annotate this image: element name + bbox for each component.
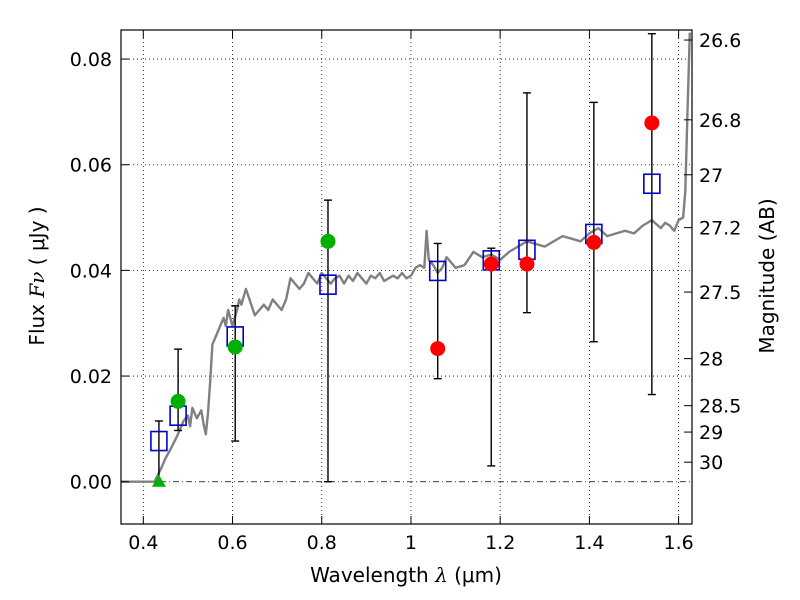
x-tick-label: 0.6 [217,532,247,554]
observed-flux-point [227,339,243,355]
magnitude-tick-label: 30 [699,452,723,474]
x-tick-label: 0.4 [128,532,158,554]
magnitude-axis-label: Magnitude (AB) [755,198,779,353]
x-axis-label-text: Wavelength [310,563,429,587]
model-photometry-square [319,274,337,295]
model-photometry-square [150,430,168,452]
x-axis-label-unit: (μm) [454,563,502,587]
magnitude-tick-label: 26.8 [699,110,741,132]
plot-frame [120,29,693,525]
x-axis-ticks: 0.4 0.6 0.8 1 1.2 1.4 1.6 [128,30,694,554]
magnitude-tick-label: 26.6 [699,30,741,52]
magnitude-tick-label: 27 [699,165,723,187]
upper-limit-triangle [151,474,166,487]
x-tick-label: 1 [405,532,417,554]
y-tick-label: 0.06 [70,155,112,177]
x-axis-label: Wavelength λ (μm) [310,563,502,587]
y-axis-label: Flux Fν ( μJy ) [25,206,49,345]
y-tick-label: 0.08 [70,49,112,71]
magnitude-tick-label: 27.2 [699,218,741,240]
magnitude-tick-label: 29 [699,422,723,444]
model-photometry-square [643,173,661,195]
observed-flux-point [586,234,602,250]
magnitude-tick-label: 28.5 [699,396,741,418]
x-tick-label: 1.2 [485,532,515,554]
x-axis-label-symbol: λ [434,563,448,587]
y-tick-label: 0.04 [70,260,112,282]
y-axis-label-symbol: Fν [25,272,49,299]
observed-points-layer [151,115,660,487]
errorbars-layer [154,32,656,483]
magnitude-axis-ticks: 26.6 26.8 27 27.2 27.5 28 28.5 29 30 [684,30,741,474]
observed-flux-point [483,256,499,272]
observed-flux-point [170,393,186,409]
y-axis-ticks: 0.00 0.02 0.04 0.06 0.08 [70,49,129,494]
y-tick-label: 0.00 [70,472,112,494]
x-tick-label: 1.6 [664,532,694,554]
x-tick-label: 1.4 [574,532,604,554]
x-tick-label: 0.8 [307,532,337,554]
model-spectrum-line [121,32,691,483]
y-axis-label-text: Flux [25,304,49,346]
y-axis-label-unit: ( μJy ) [25,206,49,265]
y-tick-label: 0.02 [70,366,112,388]
observed-flux-point [519,256,535,272]
model-photometry-square [428,260,447,282]
model-spectrum-layer [121,32,691,483]
magnitude-tick-label: 28 [699,349,723,371]
observed-flux-point [644,115,660,131]
observed-flux-point [320,233,336,249]
observed-flux-point [430,341,446,357]
magnitude-tick-label: 27.5 [699,282,741,304]
